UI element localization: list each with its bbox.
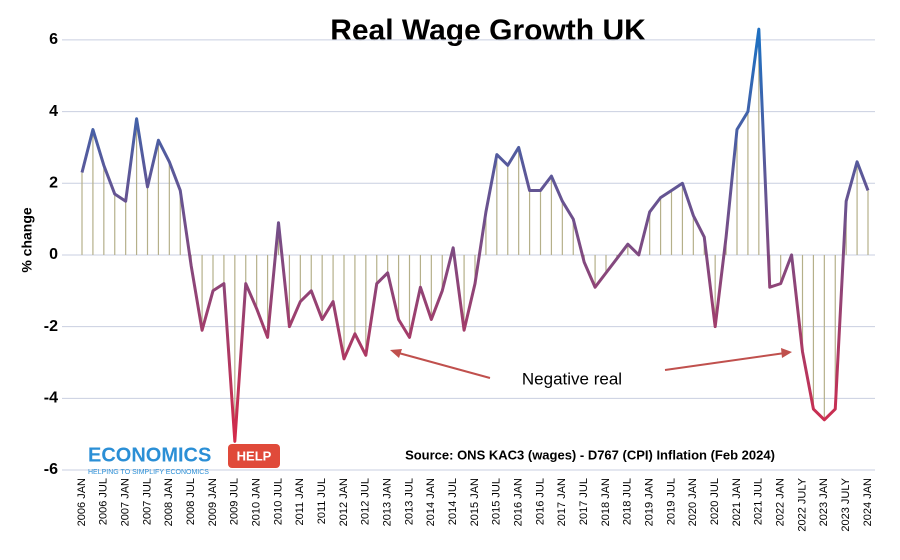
x-tick-label: 2016 JUL <box>534 478 546 525</box>
x-tick-label: 2012 JAN <box>338 478 350 526</box>
x-tick-label: 2012 JUL <box>360 478 372 525</box>
x-tick-label: 2018 JUL <box>622 478 634 525</box>
arrow-head <box>390 349 402 358</box>
arrow <box>394 351 491 379</box>
line <box>80 27 870 443</box>
y-tick-label: -2 <box>44 318 58 335</box>
arrow-head <box>781 348 792 358</box>
arrow <box>664 352 786 371</box>
x-tick-label: 2019 JUL <box>665 478 677 525</box>
y-tick-label: 6 <box>49 31 58 48</box>
y-tick-label: -6 <box>44 461 58 478</box>
x-tick-label: 2006 JAN <box>76 478 88 526</box>
x-tick-label: 2011 JUL <box>316 478 328 524</box>
annotation: Negative real <box>522 369 622 388</box>
x-tick-label: 2017 JUL <box>578 478 590 525</box>
x-tick-label: 2013 JAN <box>382 478 394 526</box>
x-tick-label: 2021 JUL <box>753 478 765 525</box>
x-tick-label: 2015 JUL <box>491 478 503 525</box>
logo-badge-bg <box>228 444 280 468</box>
x-tick-label: 2022 JULY <box>796 477 808 531</box>
x-tick-label: 2015 JAN <box>469 478 481 526</box>
x-tick-label: 2021 JAN <box>731 478 743 526</box>
y-tick-label: 2 <box>49 174 58 191</box>
x-tick-label: 2016 JAN <box>513 478 525 526</box>
x-tick-label: 2007 JAN <box>120 478 132 526</box>
y-tick-label: 0 <box>49 246 58 263</box>
y-tick-label: 4 <box>49 103 58 120</box>
x-tick-label: 2019 JAN <box>644 478 656 526</box>
x-tick-label: 2024 JAN <box>862 478 874 526</box>
x-tick-label: 2013 JUL <box>403 478 415 525</box>
chart-title: Real Wage Growth UK <box>330 14 646 47</box>
x-tick-label: 2014 JAN <box>425 478 437 526</box>
x-tick-label: 2009 JAN <box>207 478 219 526</box>
y-tick-label: -4 <box>44 390 58 407</box>
logo-badge: HELP <box>237 448 272 463</box>
x-tick-label: 2017 JAN <box>556 478 568 526</box>
x-tick-label: 2006 JUL <box>98 478 110 525</box>
x-tick-label: 2014 JUL <box>447 478 459 525</box>
source: Source: ONS KAC3 (wages) - D767 (CPI) In… <box>405 447 775 462</box>
x-tick-label: 2023 JAN <box>818 478 830 526</box>
logo-tagline: HELPING TO SIMPLIFY ECONOMICS <box>88 469 209 476</box>
y-axis-label: % change <box>19 207 35 273</box>
x-tick-label: 2007 JUL <box>141 478 153 525</box>
x-tick-label: 2022 JAN <box>775 478 787 526</box>
x-tick-label: 2018 JAN <box>600 478 612 526</box>
x-tick-label: 2008 JUL <box>185 478 197 525</box>
x-tick-label: 2023 JULY <box>840 477 852 531</box>
x-tick-label: 2020 JUL <box>709 478 721 525</box>
x-tick-label: 2020 JAN <box>687 478 699 526</box>
x-tick-label: 2011 JAN <box>294 478 306 526</box>
logo: ECONOMICS <box>88 444 211 466</box>
x-tick-label: 2010 JAN <box>251 478 263 526</box>
x-tick-label: 2009 JUL <box>229 478 241 525</box>
x-tick-label: 2008 JAN <box>163 478 175 526</box>
x-tick-label: 2010 JUL <box>272 478 284 525</box>
